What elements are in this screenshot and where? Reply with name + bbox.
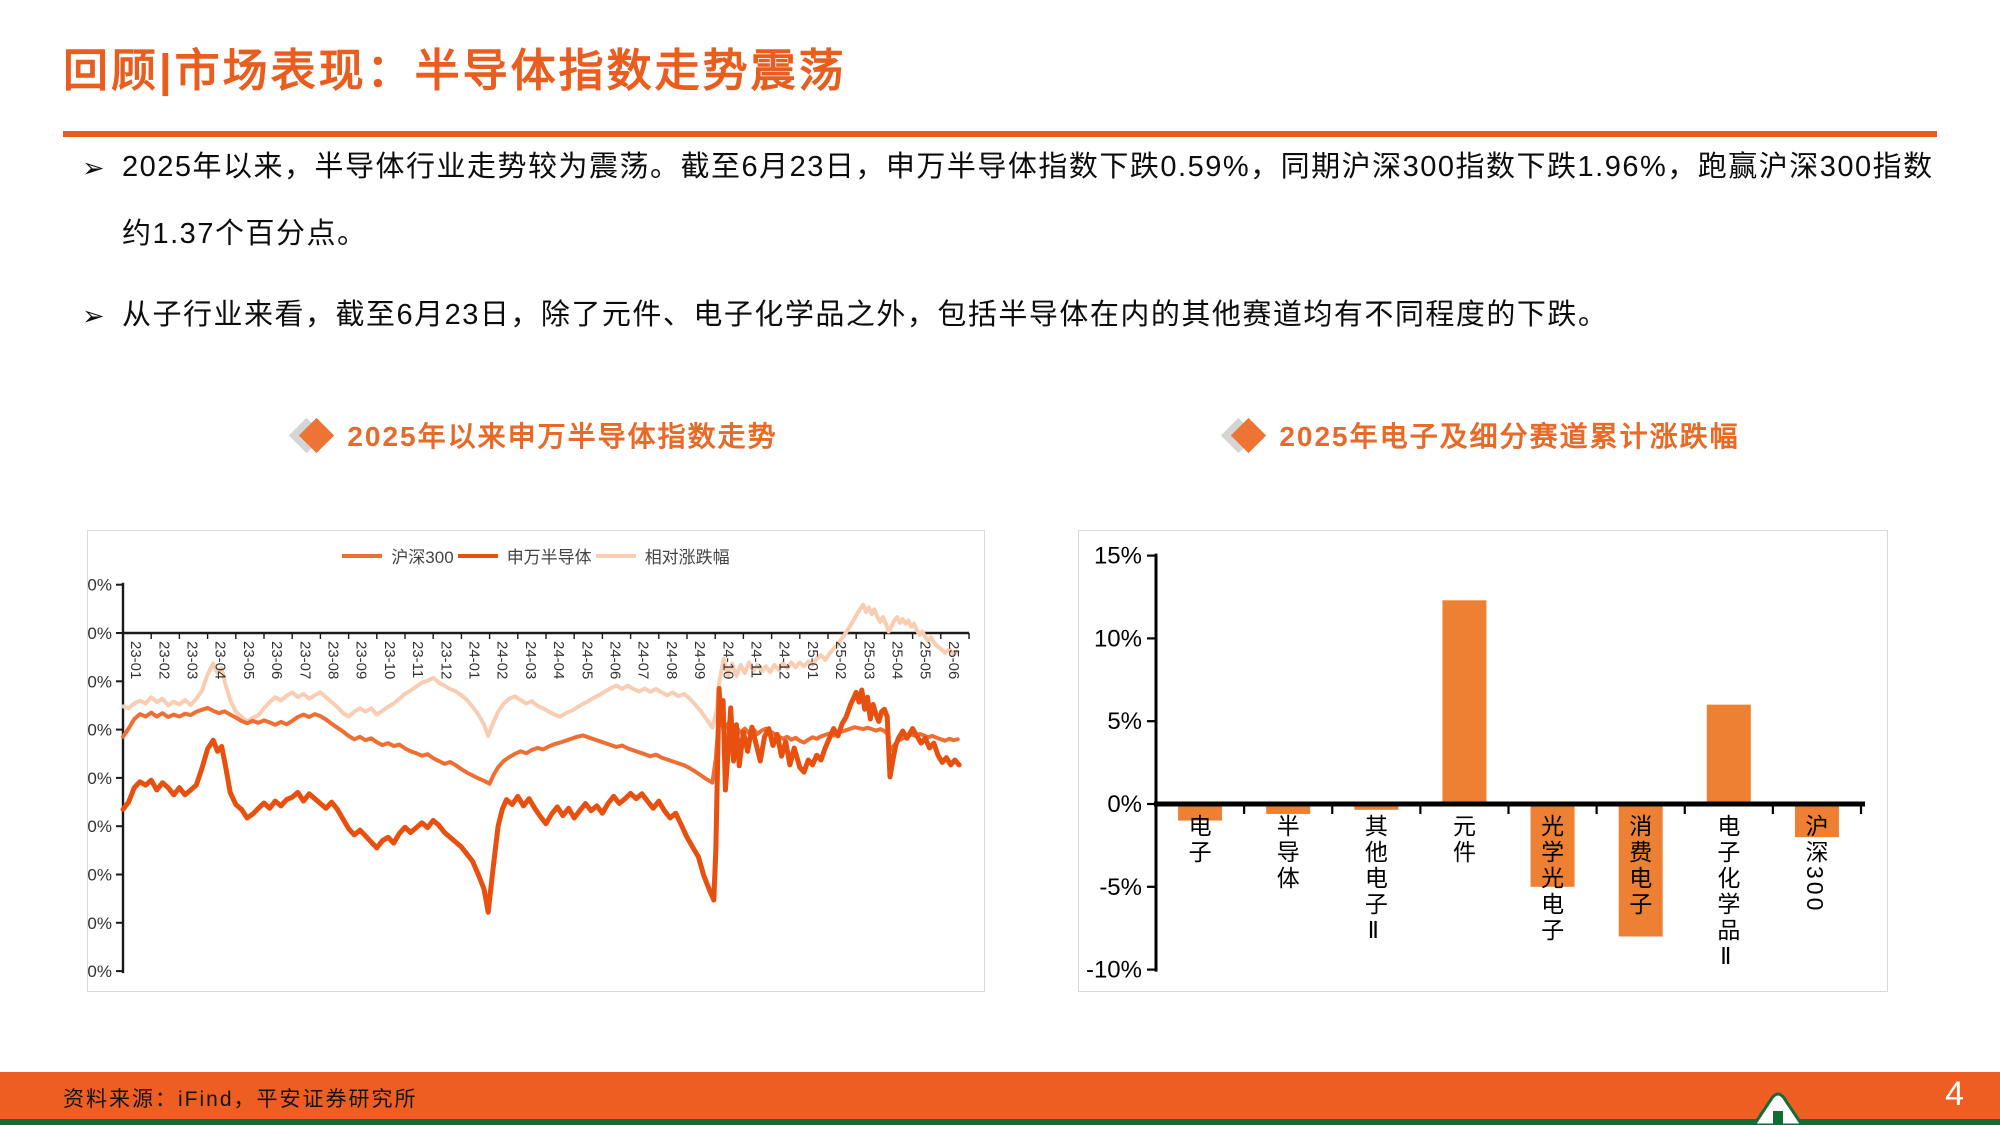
legend-label: 申万半导体: [506, 548, 592, 567]
x-axis-label: 24-03: [521, 641, 539, 680]
y-axis-tick-label: -70%: [88, 962, 112, 981]
bar-沪深300: [1794, 804, 1839, 838]
source-text: 资料来源：iFind，平安证券研究所: [63, 1088, 418, 1111]
legend-item: 沪深300: [342, 543, 454, 568]
bar-其他电子Ⅱ: [1354, 804, 1399, 810]
footer-green-strip: [0, 1119, 2000, 1125]
legend-item: 相对涨跌幅: [595, 543, 730, 568]
legend-label: 沪深300: [391, 548, 454, 567]
bar-category-label: 电子化学品Ⅱ: [1713, 814, 1740, 973]
bullet-item: ➢ 从子行业来看，截至6月23日，除了元件、电子化学品之外，包括半导体在内的其他…: [80, 282, 1946, 349]
bullet-arrow-icon: ➢: [82, 301, 107, 331]
y-axis-tick-label: -50%: [88, 866, 112, 885]
x-axis-label: 25-01: [803, 641, 821, 680]
y-axis-tick-label: -10%: [1086, 957, 1142, 984]
x-axis-label: 23-11: [409, 641, 427, 679]
pingan-logo-icon: [1752, 1092, 1804, 1125]
bar-元件: [1442, 600, 1487, 804]
bullet-text: 2025年以来，半导体行业走势较为震荡。截至6月23日，申万半导体指数下跌0.5…: [122, 151, 1934, 250]
x-axis-label: 23-03: [183, 641, 201, 680]
legend-item: 申万半导体: [457, 543, 592, 568]
title-divider: [63, 131, 1937, 137]
series-line-沪深300: [121, 705, 960, 786]
x-axis-label: 25-02: [832, 641, 850, 680]
bar-category-label: 沪深300: [1801, 814, 1828, 914]
x-axis-label: 25-03: [860, 641, 878, 680]
bar-chart-panel: 15% 10% 5% 0% -5% -10% 电子 半导体 其他电子Ⅱ 元件 光学光电子 消费电子 电…: [1078, 530, 1888, 992]
x-axis-label: 24-06: [606, 641, 624, 680]
x-axis-label: 23-04: [211, 641, 229, 680]
x-axis-label: 23-12: [437, 641, 455, 680]
footer-bar: [0, 1072, 2000, 1119]
y-axis-tick-label: 10%: [88, 576, 112, 595]
bar-category-label: 光学光电子: [1537, 814, 1564, 944]
x-axis-label: 24-04: [550, 641, 568, 680]
x-axis-label: 25-04: [888, 641, 906, 680]
caption-diamonds: [1221, 417, 1267, 453]
bar-消费电子: [1618, 804, 1663, 937]
chart-caption-left: 2025年以来申万半导体指数走势: [87, 412, 985, 458]
bar-半导体: [1266, 804, 1311, 814]
legend-line-swatch: [457, 553, 498, 558]
bullet-item: ➢ 2025年以来，半导体行业走势较为震荡。截至6月23日，申万半导体指数下跌0…: [80, 134, 1946, 267]
bar-电子化学品Ⅱ: [1706, 704, 1751, 804]
x-axis-label: 24-02: [493, 641, 511, 680]
y-axis-tick-label: -30%: [88, 769, 112, 788]
x-axis-label: 23-06: [268, 641, 286, 680]
y-axis-tick-label: -20%: [88, 721, 112, 740]
x-axis-label: 24-01: [465, 641, 483, 680]
y-axis-tick-label: -10%: [88, 672, 112, 691]
x-axis-label: 24-10: [719, 641, 737, 680]
x-axis-label: 23-01: [127, 641, 145, 680]
bullet-arrow-icon: ➢: [82, 153, 107, 183]
legend-label: 相对涨跌幅: [644, 548, 730, 567]
bullet-text: 从子行业来看，截至6月23日，除了元件、电子化学品之外，包括半导体在内的其他赛道…: [122, 299, 1609, 331]
legend-line-swatch: [595, 553, 636, 558]
caption-text: 2025年电子及细分赛道累计涨跌幅: [1279, 421, 1740, 452]
series-line-申万半导体: [120, 686, 962, 915]
bar-category-label: 半导体: [1273, 814, 1300, 892]
bar-chart-svg: 15% 10% 5% 0% -5% -10%: [1086, 543, 1865, 984]
x-axis-label: 24-05: [578, 641, 596, 680]
bar-category-label: 元件: [1449, 814, 1476, 866]
x-axis-label: 23-07: [296, 641, 314, 680]
line-chart-panel: 沪深300 申万半导体 相对涨跌幅 10% 0% -10% -20% -30% -40% -50…: [87, 530, 985, 992]
caption-diamonds: [289, 417, 335, 453]
x-axis-label: 25-06: [944, 641, 962, 680]
y-axis-tick-label: 0%: [1107, 791, 1142, 818]
x-axis-label: 23-02: [155, 641, 173, 680]
y-axis-tick-label: 5%: [1107, 708, 1142, 735]
y-axis-tick-label: -60%: [88, 914, 112, 933]
x-axis-label: 23-08: [324, 641, 342, 680]
page-title: 回顾|市场表现：半导体指数走势震荡: [63, 45, 847, 96]
chart-caption-right: 2025年电子及细分赛道累计涨跌幅: [1078, 412, 1888, 458]
x-axis-label: 24-11: [747, 641, 765, 679]
bar-category-label: 电子: [1185, 814, 1212, 866]
x-axis-label: 24-08: [662, 641, 680, 680]
page-number: 4: [1945, 1075, 1964, 1113]
x-axis-label: 25-05: [916, 641, 934, 680]
x-axis-label: 23-05: [239, 641, 257, 680]
y-axis-tick-label: 0%: [88, 624, 112, 643]
bar-光学光电子: [1530, 804, 1575, 887]
x-axis-label: 24-12: [775, 641, 793, 680]
x-axis-label: 23-10: [380, 641, 398, 680]
bar-电子: [1178, 804, 1223, 821]
x-axis-label: 24-09: [691, 641, 709, 680]
series-line-相对涨跌幅: [121, 602, 960, 738]
bar-category-label: 消费电子: [1625, 814, 1652, 918]
caption-text: 2025年以来申万半导体指数走势: [347, 421, 778, 452]
y-axis-tick-label: 15%: [1094, 543, 1142, 570]
x-axis-label: 24-07: [634, 641, 652, 680]
legend-line-swatch: [342, 553, 383, 558]
chart-legend: 沪深300 申万半导体 相对涨跌幅: [88, 543, 984, 568]
y-axis-tick-label: -5%: [1099, 874, 1142, 901]
bar-category-label: 其他电子Ⅱ: [1361, 814, 1388, 947]
y-axis-tick-label: 10%: [1094, 625, 1142, 652]
line-chart-svg: 10% 0% -10% -20% -30% -40% -50% -60% -70%: [88, 576, 970, 981]
x-axis-label: 23-09: [352, 641, 370, 680]
y-axis-tick-label: -40%: [88, 817, 112, 836]
